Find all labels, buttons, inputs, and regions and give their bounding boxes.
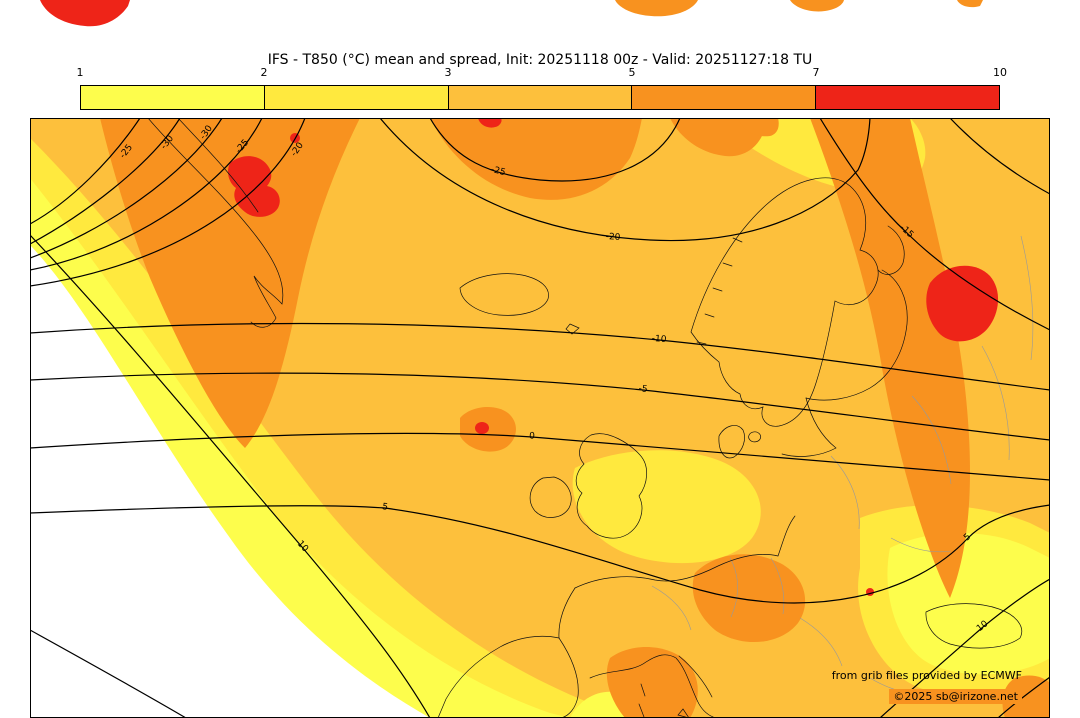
coast-denmark [718, 425, 745, 459]
coast-europe-north [574, 515, 796, 589]
contour-label: -30 [159, 133, 177, 152]
colorbar-segment [632, 86, 817, 109]
contour-line [30, 118, 181, 245]
contour-line [30, 118, 263, 271]
colorbar-segment [816, 86, 999, 109]
contour-label: 10 [975, 619, 991, 635]
contour-label: -25 [234, 137, 252, 156]
contour-label: 0 [528, 431, 536, 442]
coast-faroe [565, 323, 580, 335]
contour-line [30, 118, 141, 225]
coast-greenland [147, 118, 284, 328]
contour-line [30, 118, 223, 259]
contour-label: -20 [605, 232, 621, 243]
coastline-layer [147, 118, 1022, 718]
contour-label: 5 [962, 531, 974, 544]
chart-title: IFS - T850 (°C) mean and spread, Init: 2… [267, 52, 813, 68]
artifact-orange-blob [790, 0, 844, 12]
contour-line [30, 504, 1050, 604]
contour-line [30, 629, 187, 718]
coast-med-italy [589, 654, 717, 718]
contour-line [30, 372, 1050, 441]
contour-line [429, 118, 681, 182]
coast-white-sea [877, 225, 905, 275]
colorbar-tick: 2 [260, 66, 268, 79]
colorbar-bar [80, 85, 1000, 110]
coast-baltic-south [781, 397, 837, 457]
coast-zealand [748, 431, 761, 443]
colorbar-ticks: 1 2 3 5 7 10 [76, 66, 1008, 82]
top-edge-artifacts [40, 0, 983, 27]
coast-iceland [459, 273, 549, 316]
coast-ireland [529, 476, 572, 518]
coast-black-sea [925, 603, 1022, 649]
coast-islands [638, 683, 646, 718]
contour-label: -20 [289, 140, 306, 159]
colorbar-segment [448, 86, 633, 109]
artifact-orange-blob [957, 0, 983, 8]
colorbar-tick: 7 [812, 66, 820, 79]
colorbar-tick: 3 [444, 66, 452, 79]
contour-line [879, 578, 1050, 718]
colorbar-tick: 5 [628, 66, 636, 79]
coast-spain-med [558, 637, 579, 718]
coast-greenland-inner [177, 118, 259, 213]
contour-line [30, 118, 306, 287]
credit-ecmwf: from grib files provided by ECMWF [831, 669, 1022, 682]
contour-line [949, 118, 1050, 195]
coast-biscay-iberia [437, 587, 576, 718]
contour-line [819, 118, 1050, 331]
artifact-orange-blob [615, 0, 698, 17]
coast-uk [575, 433, 647, 539]
colorbar-segment [81, 86, 265, 109]
coast-scandinavia [690, 177, 879, 427]
contour-label: -25 [489, 164, 507, 179]
contour-labels: -25 -30 -30 -25 -20 -25 -20 -15 -10 -5 0 5 5 10 10 [30, 118, 1050, 718]
contour-label: -10 [651, 333, 667, 346]
artifact-red-blob [40, 0, 130, 27]
colorbar-segment [264, 86, 449, 109]
spread-fill-layer [30, 118, 1050, 718]
coast-adriatic [678, 655, 713, 698]
contour-line [379, 118, 871, 242]
map-canvas [30, 118, 1050, 718]
coast-finland [805, 269, 908, 401]
contour-label: -15 [897, 222, 916, 241]
contour-line [30, 234, 431, 718]
coast-sicily [677, 708, 690, 718]
map-frame: -25 -30 -30 -25 -20 -25 -20 -15 -10 -5 0 5 5 10 10 fro… [30, 118, 1050, 718]
colorbar-tick: 10 [993, 66, 1007, 79]
contour-label: -30 [198, 123, 215, 142]
credit-copyright: ©2025 sb@irizone.net [889, 689, 1022, 704]
coast-fjords [696, 237, 743, 345]
colorbar: 1 2 3 5 7 10 [76, 66, 1008, 110]
contour-line-layer [30, 118, 1050, 718]
contour-label: -25 [118, 142, 136, 161]
contour-line [30, 322, 1050, 391]
contour-label: -5 [638, 384, 649, 395]
contour-line [997, 676, 1050, 718]
contour-label: 10 [294, 539, 310, 555]
colorbar-tick: 1 [76, 66, 84, 79]
contour-label: 5 [381, 502, 389, 513]
